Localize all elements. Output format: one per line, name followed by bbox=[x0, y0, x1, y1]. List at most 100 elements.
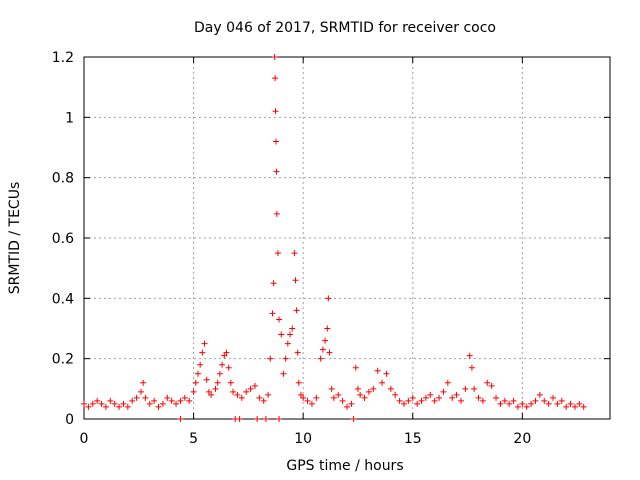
data-point bbox=[436, 394, 443, 401]
data-point bbox=[227, 379, 234, 386]
data-point bbox=[453, 391, 460, 398]
y-tick-label: 0.4 bbox=[52, 291, 74, 307]
data-point bbox=[208, 391, 215, 398]
data-point bbox=[322, 337, 329, 344]
data-point bbox=[98, 400, 105, 407]
data-point bbox=[536, 391, 543, 398]
data-point bbox=[271, 54, 278, 60]
data-point bbox=[519, 400, 526, 407]
y-axis-title: SRMTID / TECUs bbox=[7, 182, 23, 295]
data-point bbox=[580, 403, 587, 410]
data-point bbox=[409, 394, 416, 401]
data-point bbox=[422, 394, 429, 401]
data-point bbox=[335, 391, 342, 398]
data-point bbox=[576, 400, 583, 407]
data-point bbox=[289, 325, 296, 332]
data-point bbox=[274, 250, 281, 257]
data-point bbox=[89, 400, 96, 407]
data-point bbox=[181, 394, 188, 401]
data-point bbox=[396, 397, 403, 404]
data-point bbox=[308, 400, 315, 407]
data-point bbox=[317, 355, 324, 362]
data-point bbox=[262, 416, 269, 422]
chart-title: Day 046 of 2017, SRMTID for receiver coc… bbox=[194, 20, 496, 36]
data-point bbox=[151, 397, 158, 404]
data-point bbox=[272, 75, 279, 82]
data-point bbox=[348, 400, 355, 407]
data-point bbox=[532, 397, 539, 404]
x-tick-label: 20 bbox=[513, 431, 531, 447]
data-point bbox=[506, 400, 513, 407]
data-point bbox=[133, 394, 140, 401]
data-point bbox=[330, 394, 337, 401]
data-point bbox=[272, 108, 279, 115]
data-point bbox=[214, 379, 221, 386]
data-point bbox=[328, 385, 335, 392]
data-point bbox=[223, 349, 230, 356]
data-point bbox=[282, 355, 289, 362]
data-point bbox=[260, 397, 267, 404]
data-point bbox=[392, 391, 399, 398]
data-point bbox=[124, 403, 131, 410]
data-point bbox=[203, 376, 210, 383]
data-point bbox=[212, 385, 219, 392]
data-point bbox=[475, 394, 482, 401]
data-point bbox=[146, 400, 153, 407]
data-point bbox=[484, 379, 491, 386]
data-point bbox=[497, 400, 504, 407]
data-point bbox=[295, 379, 302, 386]
data-point bbox=[254, 416, 261, 422]
data-point bbox=[116, 403, 123, 410]
data-point bbox=[265, 391, 272, 398]
data-point bbox=[221, 352, 228, 359]
data-point bbox=[361, 394, 368, 401]
data-point bbox=[159, 400, 166, 407]
data-point bbox=[370, 385, 377, 392]
data-points bbox=[81, 54, 587, 422]
data-point bbox=[129, 397, 136, 404]
data-point bbox=[85, 403, 92, 410]
data-point bbox=[550, 394, 557, 401]
data-point bbox=[313, 394, 320, 401]
data-point bbox=[186, 397, 193, 404]
data-point bbox=[514, 403, 521, 410]
data-point bbox=[177, 397, 184, 404]
y-tick-label: 1.2 bbox=[52, 50, 74, 66]
x-tick-label: 0 bbox=[80, 431, 89, 447]
data-point bbox=[238, 394, 245, 401]
data-point bbox=[510, 397, 517, 404]
data-point bbox=[344, 403, 350, 410]
data-point bbox=[449, 394, 456, 401]
data-point bbox=[541, 397, 548, 404]
data-point bbox=[276, 416, 283, 422]
data-point bbox=[300, 394, 307, 401]
data-point bbox=[94, 397, 101, 404]
data-point bbox=[479, 397, 486, 404]
data-point bbox=[528, 400, 535, 407]
data-point bbox=[319, 346, 326, 353]
data-point bbox=[287, 331, 294, 338]
data-point bbox=[225, 364, 232, 371]
data-point bbox=[357, 391, 364, 398]
data-point bbox=[230, 388, 237, 395]
data-point bbox=[326, 349, 333, 356]
data-point bbox=[201, 340, 208, 347]
data-point bbox=[414, 400, 421, 407]
data-point bbox=[324, 325, 331, 332]
data-point bbox=[471, 385, 478, 392]
data-point bbox=[247, 385, 254, 392]
data-point bbox=[168, 397, 175, 404]
data-point bbox=[294, 349, 301, 356]
data-point bbox=[339, 397, 346, 404]
data-point bbox=[270, 280, 277, 287]
data-point bbox=[164, 394, 171, 401]
data-point bbox=[427, 391, 434, 398]
data-point bbox=[173, 400, 180, 407]
data-point bbox=[199, 349, 206, 356]
data-point bbox=[155, 403, 162, 410]
data-point bbox=[365, 388, 372, 395]
data-point bbox=[273, 168, 280, 175]
data-point bbox=[545, 400, 552, 407]
data-point bbox=[567, 400, 574, 407]
data-point bbox=[272, 138, 279, 145]
